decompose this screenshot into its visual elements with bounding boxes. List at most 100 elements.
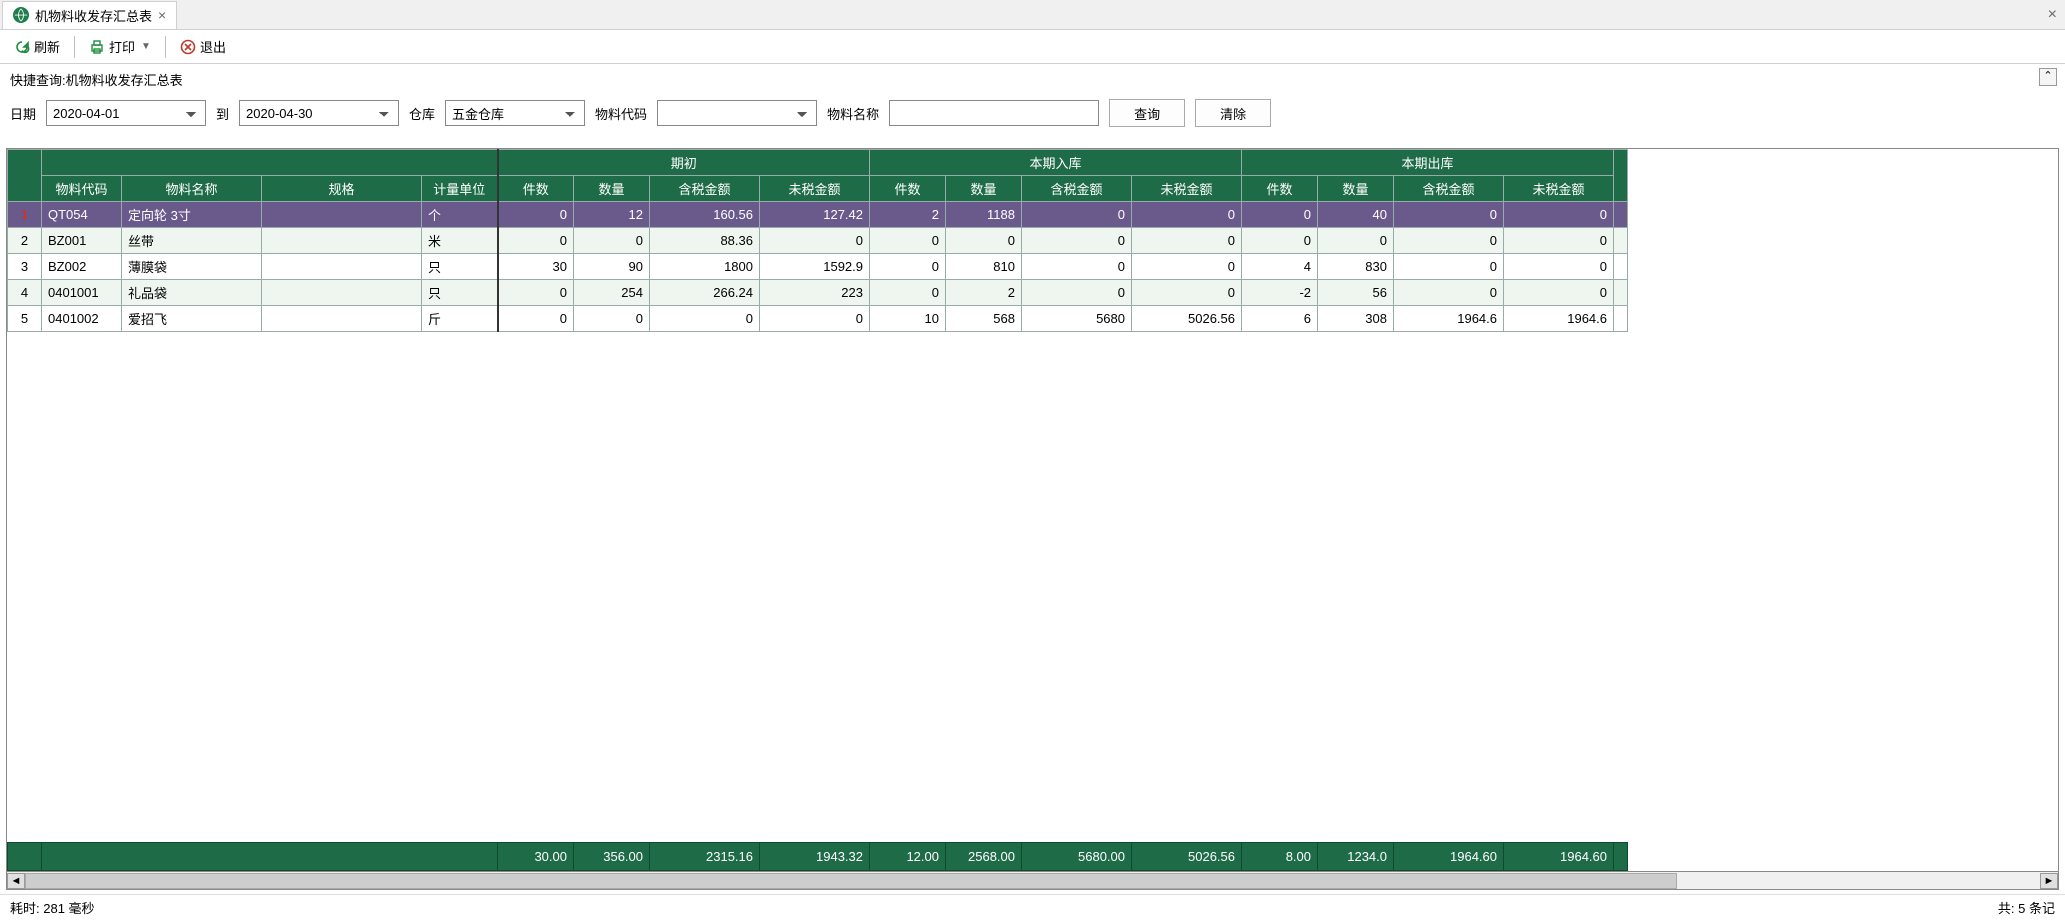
summary-cell: 356.00 [574,843,650,871]
scroll-right-icon[interactable]: ► [2040,873,2058,889]
cell-value: 56 [1318,280,1394,306]
cell-value: 0 [1242,202,1318,228]
refresh-icon [14,39,30,55]
globe-icon [13,7,29,23]
print-button[interactable]: 打印 ▼ [83,33,157,60]
table-row[interactable]: 3 BZ002 薄膜袋 只309018001592.9081000483000 [8,254,1628,280]
cell-value: 0 [574,306,650,332]
clear-button[interactable]: 清除 [1195,99,1271,127]
cell-value: 127.42 [760,202,870,228]
summary-cell: 1964.60 [1504,843,1614,871]
cell-value: 0 [498,202,574,228]
tab-bar: 机物料收发存汇总表 × × [0,0,2065,30]
cell-value: 5026.56 [1132,306,1242,332]
refresh-button[interactable]: 刷新 [8,33,66,60]
cell-value: 0 [1022,228,1132,254]
cell-code: QT054 [42,202,122,228]
col-header[interactable]: 未税金额 [760,176,870,202]
print-icon [89,39,105,55]
cell-value: 0 [574,228,650,254]
scroll-track[interactable] [25,873,2040,889]
cell-value: 0 [498,280,574,306]
cell-value: 0 [1318,228,1394,254]
cell-name: 薄膜袋 [122,254,262,280]
cell-unit: 斤 [422,306,498,332]
col-header[interactable]: 件数 [870,176,946,202]
tab-title: 机物料收发存汇总表 [35,6,152,25]
material-name-input[interactable] [889,100,1099,126]
col-header[interactable]: 规格 [262,176,422,202]
col-header[interactable]: 数量 [946,176,1022,202]
cell-name: 爱招飞 [122,306,262,332]
exit-label: 退出 [200,37,226,56]
cell-value: 2 [870,202,946,228]
col-header[interactable]: 件数 [1242,176,1318,202]
col-header[interactable]: 含税金额 [1394,176,1504,202]
query-title-text: 快捷查询:机物料收发存汇总表 [10,73,183,88]
window-close-icon[interactable]: × [2048,6,2057,24]
col-header[interactable]: 物料名称 [122,176,262,202]
cell-value: 88.36 [650,228,760,254]
col-header[interactable]: 数量 [574,176,650,202]
col-header[interactable]: 含税金额 [1022,176,1132,202]
material-code-input[interactable] [657,100,817,126]
name-label: 物料名称 [827,104,879,123]
cell-spec [262,280,422,306]
cell-value: 0 [1022,280,1132,306]
cell-value: 0 [1394,254,1504,280]
cell-spec [262,228,422,254]
cell-value: 0 [1504,202,1614,228]
col-header[interactable]: 物料代码 [42,176,122,202]
cell-value: 4 [1242,254,1318,280]
cell-value: 0 [1132,280,1242,306]
cell-code: 0401001 [42,280,122,306]
collapse-button[interactable]: ⌃ [2039,68,2057,86]
search-button[interactable]: 查询 [1109,99,1185,127]
date-from-input[interactable] [46,100,206,126]
cell-unit: 米 [422,228,498,254]
cell-unit: 只 [422,254,498,280]
col-header[interactable]: 未税金额 [1132,176,1242,202]
cell-value: 254 [574,280,650,306]
exit-button[interactable]: 退出 [174,33,232,60]
code-label: 物料代码 [595,104,647,123]
cell-value: 308 [1318,306,1394,332]
col-header[interactable]: 含税金额 [650,176,760,202]
elapsed-time: 耗时: 281 毫秒 [10,898,95,917]
col-header[interactable]: 计量单位 [422,176,498,202]
warehouse-select[interactable] [445,100,585,126]
date-to-input[interactable] [239,100,399,126]
cell-name: 丝带 [122,228,262,254]
table-row[interactable]: 2 BZ001 丝带 米0088.36000000000 [8,228,1628,254]
cell-value: 0 [1394,280,1504,306]
table-row[interactable]: 5 0401002 爱招飞 斤00001056856805026.5663081… [8,306,1628,332]
cell-value: 0 [650,306,760,332]
tab-close-icon[interactable]: × [158,7,166,23]
separator [165,36,166,58]
tab-active[interactable]: 机物料收发存汇总表 × [2,1,177,29]
cell-value: 12 [574,202,650,228]
col-header[interactable]: 数量 [1318,176,1394,202]
scroll-thumb[interactable] [25,873,1677,889]
table-row[interactable]: 4 0401001 礼品袋 只0254266.242230200-25600 [8,280,1628,306]
col-header[interactable]: 件数 [498,176,574,202]
grid-scroll[interactable]: 期初 本期入库 本期出库 物料代码物料名称规格计量单位件数数量含税金额未税金额件… [6,148,2059,872]
cell-value: 0 [1504,228,1614,254]
summary-cell: 5680.00 [1022,843,1132,871]
cell-name: 礼品袋 [122,280,262,306]
refresh-label: 刷新 [34,37,60,56]
cell-value: 1964.6 [1394,306,1504,332]
col-header[interactable]: 未税金额 [1504,176,1614,202]
group-header-out: 本期出库 [1242,150,1614,176]
cell-value: 0 [870,228,946,254]
cell-value: 2 [946,280,1022,306]
cell-value: 0 [946,228,1022,254]
scroll-left-icon[interactable]: ◄ [7,873,25,889]
cell-value: 0 [498,228,574,254]
summary-cell: 1943.32 [760,843,870,871]
table-row[interactable]: 1 QT054 定向轮 3寸 个012160.56127.42211880004… [8,202,1628,228]
cell-value: 40 [1318,202,1394,228]
horizontal-scrollbar[interactable]: ◄ ► [6,872,2059,890]
cell-value: 5680 [1022,306,1132,332]
cell-value: 0 [1242,228,1318,254]
